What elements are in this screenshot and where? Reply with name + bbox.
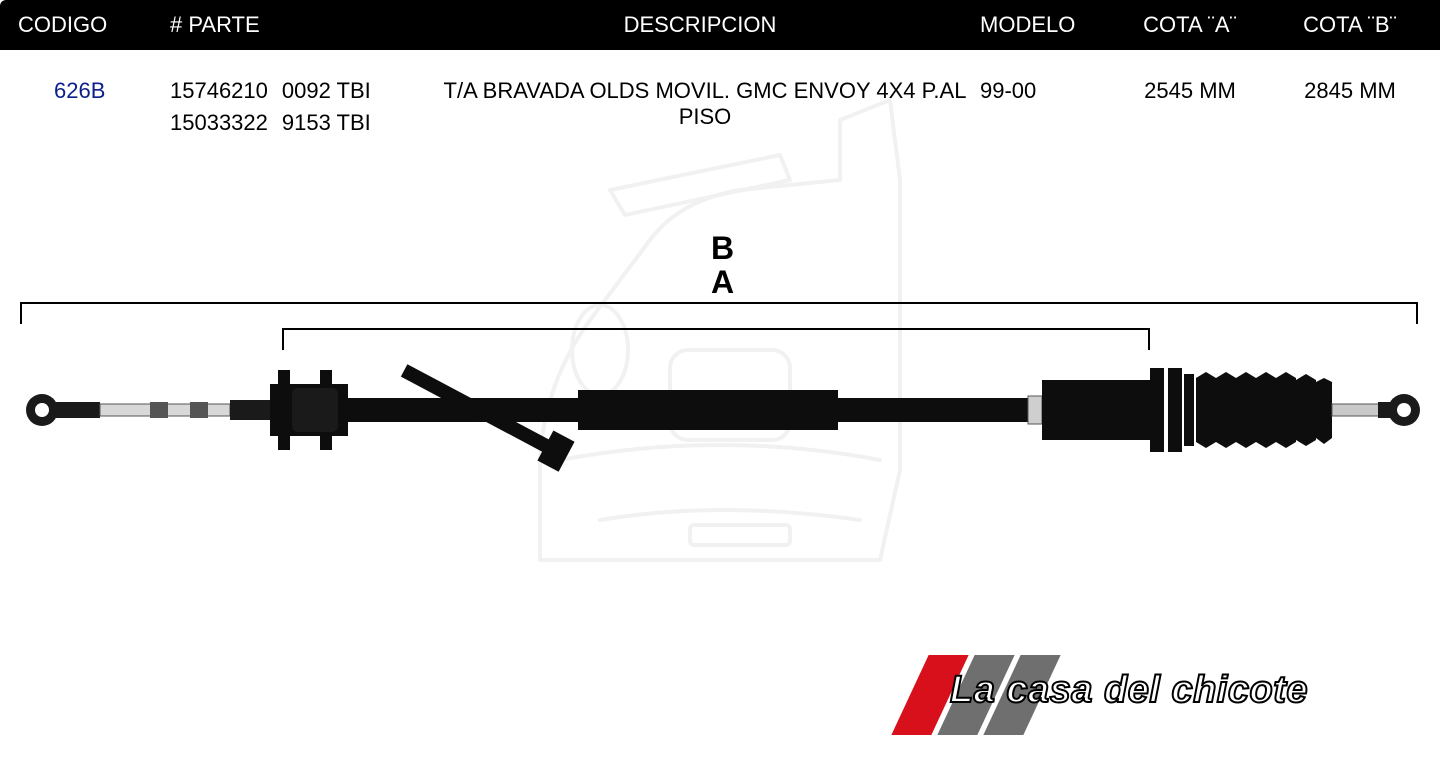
header-descripcion: DESCRIPCION: [420, 12, 980, 38]
header-modelo: MODELO: [980, 12, 1110, 38]
logo-text: La casa del chicote: [950, 669, 1308, 712]
header-parte: # PARTE: [170, 12, 420, 38]
cota-b-value: 2845 MM: [1270, 78, 1430, 136]
parte-num: 15033322: [170, 110, 268, 136]
dimension-bracket-b: [20, 302, 1418, 324]
brand-logo: La casa del chicote: [910, 655, 1410, 735]
header-codigo: CODIGO: [0, 12, 170, 38]
parte-suffix: 9153 TBI: [282, 110, 371, 136]
modelo-value: 99-00: [980, 78, 1110, 136]
spec-row: 626B 15746210 0092 TBI 15033322 9153 TBI…: [0, 50, 1440, 136]
descripcion-value: T/A BRAVADA OLDS MOVIL. GMC ENVOY 4X4 P.…: [420, 78, 980, 136]
parte-line-2: 15033322 9153 TBI: [170, 110, 420, 136]
table-header: CODIGO # PARTE DESCRIPCION MODELO COTA ¨…: [0, 0, 1440, 50]
parte-line-1: 15746210 0092 TBI: [170, 78, 420, 104]
parte-suffix: 0092 TBI: [282, 78, 371, 104]
header-cota-a: COTA ¨A¨: [1110, 12, 1270, 38]
parte-block: 15746210 0092 TBI 15033322 9153 TBI: [170, 78, 420, 136]
cota-a-value: 2545 MM: [1110, 78, 1270, 136]
codigo-value: 626B: [0, 78, 170, 136]
parte-num: 15746210: [170, 78, 268, 104]
cable-diagram: B A: [20, 230, 1420, 510]
cable-drawing-icon: [20, 340, 1420, 540]
header-cota-b: COTA ¨B¨: [1270, 12, 1430, 38]
dimension-label-a: A: [711, 264, 734, 301]
dimension-label-b: B: [711, 230, 734, 267]
